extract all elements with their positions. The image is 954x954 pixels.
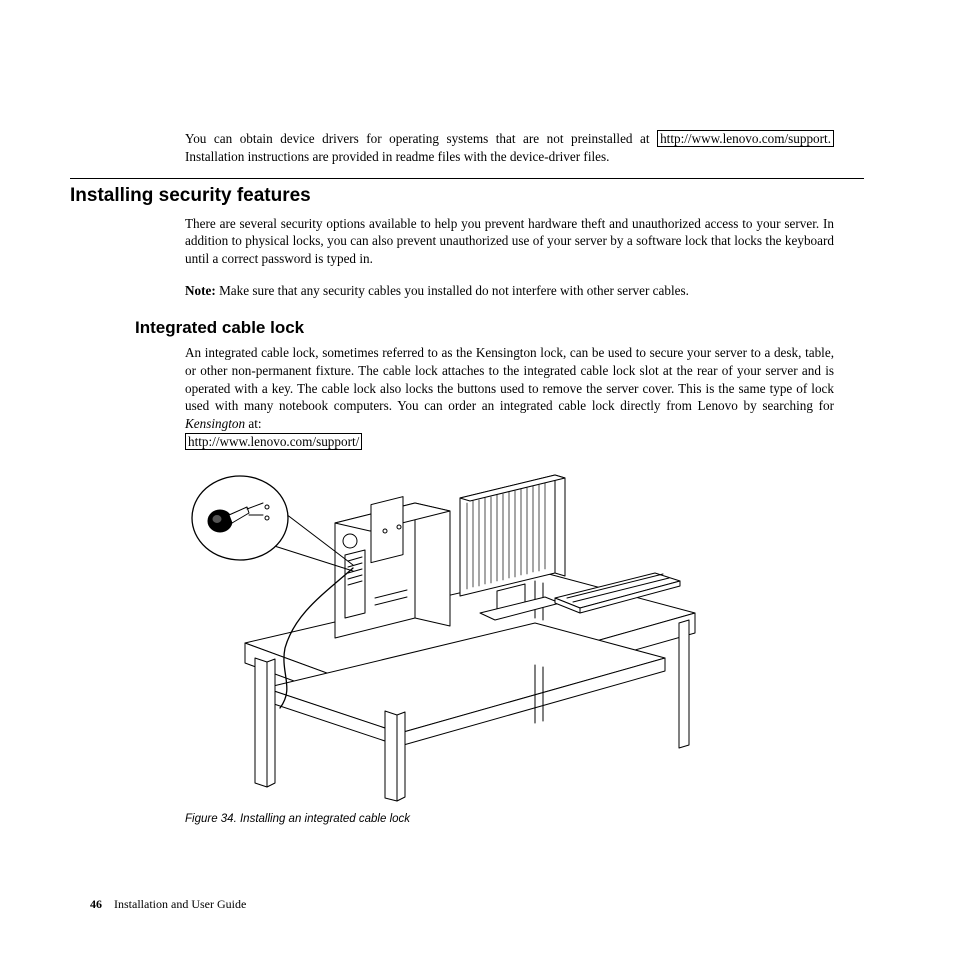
heading-installing-security: Installing security features [70, 185, 864, 207]
support-link-2[interactable]: http://www.lenovo.com/support/ [185, 433, 362, 450]
heading-integrated-cable-lock: Integrated cable lock [135, 318, 864, 338]
note-text: Make sure that any security cables you i… [216, 283, 689, 298]
document-page: You can obtain device drivers for operat… [0, 0, 954, 954]
kensington-italic: Kensington [185, 416, 245, 431]
note-paragraph: Note: Make sure that any security cables… [185, 282, 834, 300]
intro-text-2: Installation instructions are provided i… [185, 149, 609, 164]
cable-text-1: An integrated cable lock, sometimes refe… [185, 345, 834, 413]
page-number: 46 [90, 897, 102, 911]
cable-lock-paragraph: An integrated cable lock, sometimes refe… [185, 344, 834, 451]
footer-title: Installation and User Guide [114, 897, 246, 911]
figure-caption: Figure 34. Installing an integrated cabl… [185, 813, 864, 825]
page-footer: 46 Installation and User Guide [90, 897, 246, 912]
intro-paragraph: You can obtain device drivers for operat… [185, 130, 834, 166]
support-link-1[interactable]: http://www.lenovo.com/support. [657, 130, 834, 147]
cable-lock-illustration [185, 463, 705, 803]
note-label: Note: [185, 283, 216, 298]
figure-34: Figure 34. Installing an integrated cabl… [185, 463, 864, 825]
intro-text-1: You can obtain device drivers for operat… [185, 131, 650, 146]
cable-at: at: [245, 416, 261, 431]
security-paragraph: There are several security options avail… [185, 215, 834, 268]
section-divider [70, 178, 864, 179]
